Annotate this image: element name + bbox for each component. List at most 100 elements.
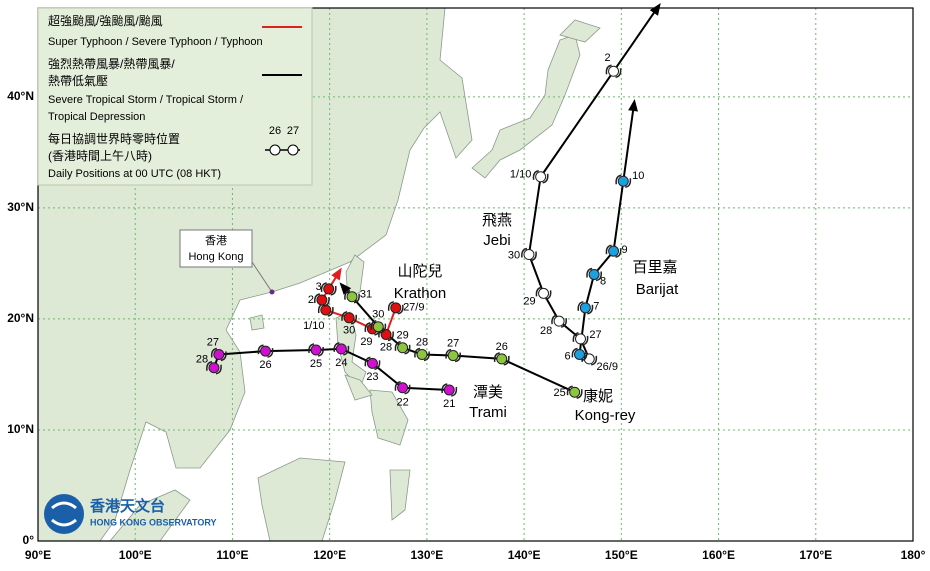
cyclone-tail: [605, 244, 622, 258]
track: [213, 347, 450, 391]
date-label: 21: [443, 398, 455, 410]
position-dot: [323, 283, 335, 295]
position-dot: [535, 171, 547, 183]
date-label: 1/10: [510, 169, 531, 181]
arrow-head: [628, 99, 638, 112]
x-tick-label: 160°E: [702, 548, 735, 562]
legend-symbol: [269, 144, 281, 156]
date-label: 31: [360, 289, 372, 301]
position-dot: [538, 287, 550, 299]
legend-text: 每日協調世界時零時位置: [48, 131, 180, 146]
hk-dot: [269, 289, 275, 295]
cyclone-tail: [532, 170, 549, 184]
arrow-head: [649, 3, 661, 16]
date-label: 30: [343, 325, 355, 337]
position-dot: [346, 291, 358, 303]
cyclone-tail: [577, 301, 594, 315]
legend-day: 26: [269, 125, 281, 137]
cyclone-tail: [370, 319, 387, 334]
date-label: 2: [308, 294, 314, 306]
storm-name-en: Krathon: [394, 285, 447, 302]
position-dot: [380, 328, 392, 340]
position-dot: [343, 312, 355, 324]
date-label: 27: [207, 336, 219, 348]
storm-name-en: Jebi: [483, 232, 511, 249]
cyclone-tail: [206, 361, 222, 375]
x-tick-label: 90°E: [25, 548, 51, 562]
position-dot: [617, 175, 629, 187]
position-dot: [390, 302, 402, 314]
x-tick-label: 110°E: [216, 548, 248, 562]
logo: 香港天文台 HONG KONG OBSERVATORY: [44, 494, 217, 534]
date-label: 29: [360, 336, 372, 348]
arrow-head: [331, 267, 342, 281]
date-label: 29: [523, 295, 535, 307]
cyclone-tail: [493, 352, 510, 366]
cyclone-tail: [257, 344, 274, 358]
date-label: 28: [540, 325, 552, 337]
cyclone-tail: [313, 293, 330, 307]
storm-name-en: Barijat: [636, 281, 679, 298]
cyclone-tail: [521, 247, 537, 262]
position-dot: [366, 357, 378, 369]
track-points: 27/92829301/1023252627282930312122232425…: [196, 52, 645, 410]
date-label: 27: [589, 329, 601, 341]
date-label: 3: [316, 281, 322, 293]
storm-name-en: Trami: [469, 404, 507, 421]
date-label: 29: [396, 330, 408, 342]
position-dot: [372, 321, 384, 333]
storm-name-zh: 潭美: [473, 384, 503, 401]
date-label: 26/9: [597, 361, 618, 373]
date-label: 30: [508, 249, 520, 261]
cyclone-tail: [341, 311, 358, 325]
track-extension: [612, 4, 660, 72]
logo-text: 香港天文台: [90, 497, 165, 515]
arrow-head: [339, 282, 352, 295]
position-dot: [496, 353, 508, 365]
legend-day: 27: [287, 125, 299, 137]
legend-text: 超強颱風/強颱風/颱風: [48, 13, 163, 28]
legend-box: [37, 7, 313, 186]
legend-text: Daily Positions at 00 UTC (08 HKT): [48, 168, 221, 180]
position-dot: [588, 269, 600, 280]
position-dot: [260, 345, 271, 357]
x-tick-label: 100°E: [119, 548, 152, 562]
date-label: 25: [310, 358, 322, 370]
logo-mark: [44, 494, 84, 534]
date-label: 9: [621, 244, 627, 256]
logo-text: HONG KONG OBSERVATORY: [90, 517, 217, 527]
date-label: 27/9: [403, 302, 424, 314]
date-label: 7: [593, 301, 599, 313]
x-tick-label: 120°E: [313, 548, 346, 562]
x-tick-label: 170°E: [799, 548, 832, 562]
cyclone-tail: [551, 314, 568, 328]
cyclone-tail: [320, 282, 337, 296]
storm-name-zh: 百里嘉: [632, 259, 677, 276]
cyclone-tail: [210, 347, 227, 362]
date-label: 28: [380, 341, 392, 353]
position-dot: [447, 350, 459, 362]
legend: 超強颱風/強颱風/颱風 Super Typhoon / Severe Typho…: [37, 7, 313, 186]
date-label: 22: [396, 397, 408, 409]
hk-box: [179, 229, 253, 268]
date-label: 28: [196, 354, 208, 366]
storm-name-zh: 康妮: [583, 388, 613, 405]
position-dot: [335, 343, 347, 355]
cyclone-tail: [387, 301, 404, 315]
cyclone-tail: [414, 347, 430, 362]
date-label: 10: [632, 170, 644, 182]
date-label: 1/10: [303, 320, 324, 332]
y-tick-label: 0°: [23, 533, 35, 547]
storm-name-en: Kong-rey: [575, 407, 636, 424]
map-frame: [37, 7, 914, 542]
position-dot: [213, 348, 225, 360]
storm-name-zh: 山陀兒: [397, 263, 442, 280]
position-dot: [310, 344, 322, 356]
date-label: 8: [600, 275, 606, 287]
position-dot: [416, 348, 428, 360]
position-dot: [608, 245, 620, 257]
cyclone-tail: [572, 332, 589, 346]
position-dot: [579, 302, 591, 314]
